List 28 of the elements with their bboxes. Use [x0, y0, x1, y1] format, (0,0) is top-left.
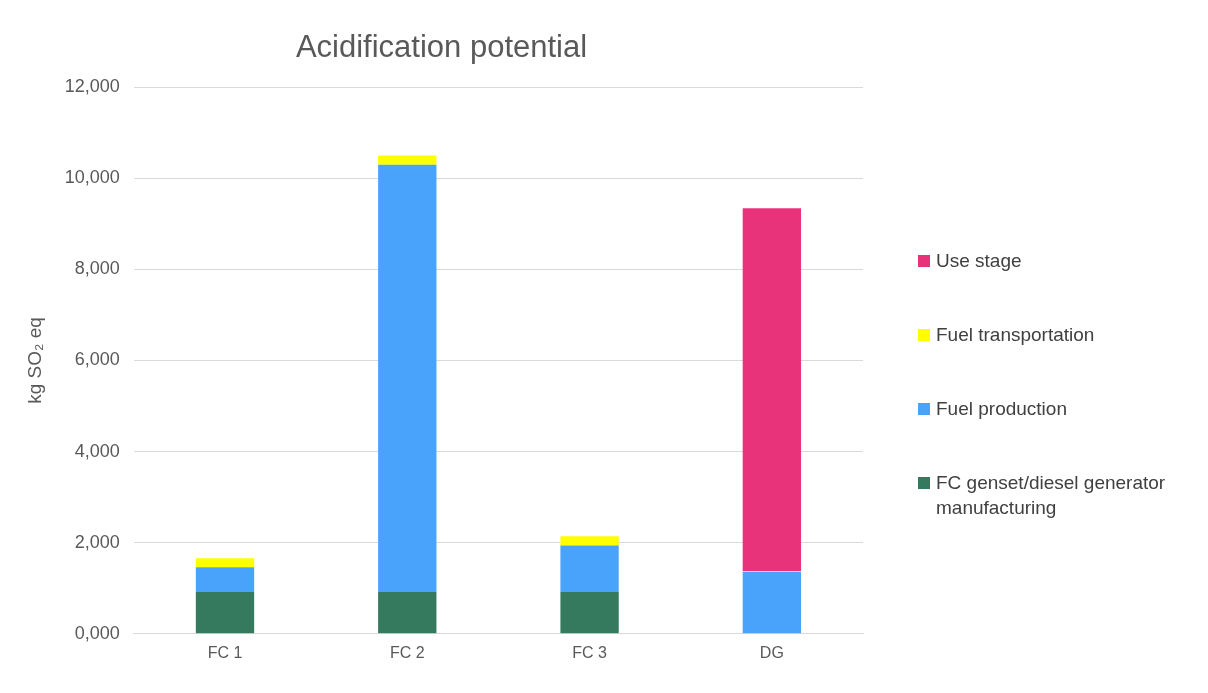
- bar: [378, 591, 437, 634]
- bar: [378, 155, 437, 165]
- bar: [560, 536, 619, 546]
- bar: [742, 208, 802, 571]
- bar: [195, 558, 255, 568]
- bar: [195, 567, 255, 592]
- y-tick-label: 8,000: [74, 258, 120, 279]
- y-tick-label: 2,000: [74, 531, 120, 552]
- bar: [560, 545, 619, 592]
- legend-label: Use stage: [936, 249, 1022, 273]
- bar: [195, 591, 255, 634]
- y-tick-label: 6,000: [74, 349, 120, 370]
- bar: [560, 591, 619, 634]
- bar: [742, 571, 802, 634]
- x-tick-label: FC 3: [572, 643, 608, 661]
- chart-title: Acidification potential: [295, 29, 588, 65]
- x-tick-label: DG: [759, 643, 784, 661]
- y-tick-label: 12,000: [64, 76, 120, 97]
- y-tick-label: 10,000: [64, 167, 120, 188]
- bar: [378, 164, 437, 592]
- y-tick-label: 4,000: [74, 440, 120, 461]
- legend-label: Fuel production: [936, 397, 1067, 421]
- y-tick-label: 0,000: [74, 622, 120, 643]
- y-axis-title: kg SO₂ eq: [23, 317, 45, 404]
- legend-label: Fuel transportation: [936, 323, 1095, 347]
- x-tick-label: FC 2: [389, 643, 425, 661]
- x-tick-label: FC 1: [207, 643, 243, 661]
- legend-label: FC genset/diesel generator manufacturing: [936, 471, 1167, 520]
